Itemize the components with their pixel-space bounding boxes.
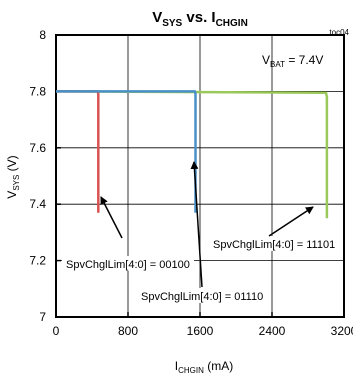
y-axis-label-sub: SYS xyxy=(12,175,21,191)
chart-title-mid-sub: CHGIN xyxy=(216,18,248,29)
chart-title-main-sub: SYS xyxy=(162,18,182,29)
chart-title-main: V xyxy=(152,9,162,26)
x-axis-label-unit: (mA) xyxy=(204,359,233,373)
y-axis-label: VSYS (V) xyxy=(5,155,21,198)
series-line-0 xyxy=(56,90,100,213)
y-tick-label-4: 7.8 xyxy=(29,84,46,98)
y-tick-label-5: 8 xyxy=(39,28,46,42)
y-tick-label-3: 7.6 xyxy=(29,141,46,155)
annotation-bg-red xyxy=(62,256,194,271)
x-tick-label-0: 0 xyxy=(53,324,60,338)
y-tick-label-0: 7 xyxy=(39,310,46,324)
series-line-1 xyxy=(56,90,197,213)
annotation-bg-green xyxy=(211,236,341,251)
annotation-blue: SpvChglLim[4:0] = 01110 xyxy=(141,291,263,303)
x-axis-label-sub: CHGIN xyxy=(178,366,204,375)
annotation-green: SpvChglLim[4:0] = 11101 xyxy=(213,239,335,251)
plot-area: 0 800 1600 2400 3200 7 7.2 7.4 7.6 7.8 8 xyxy=(29,28,353,338)
figure-id: toc04 xyxy=(329,28,349,37)
annotation-bg-blue xyxy=(138,288,268,303)
condition-rest: = 7.4V xyxy=(285,53,323,67)
arrow-red xyxy=(100,196,123,239)
condition-sub: BAT xyxy=(270,60,285,69)
annotation-red: SpvChglLim[4:0] = 00100 xyxy=(66,259,190,271)
y-axis-label-main: V xyxy=(5,191,19,199)
y-tick-label-1: 7.2 xyxy=(29,254,46,268)
x-tick-label-3: 2400 xyxy=(259,324,286,338)
chart-title: VSYS vs. ICHGIN xyxy=(152,9,248,29)
x-axis-label-main: I xyxy=(175,359,178,373)
y-tick-label-2: 7.4 xyxy=(29,197,46,211)
chart-title-mid: vs. I xyxy=(182,9,215,26)
condition-main: V xyxy=(262,53,270,67)
x-tick-label-4: 3200 xyxy=(331,324,353,338)
x-tick-label-1: 800 xyxy=(118,324,138,338)
arrow-blue xyxy=(190,161,203,288)
series-line-2 xyxy=(55,90,329,219)
arrow-green xyxy=(268,206,314,237)
x-tick-label-2: 1600 xyxy=(187,324,214,338)
x-axis-label: ICHGIN (mA) xyxy=(175,359,233,375)
y-axis-label-unit: (V) xyxy=(5,155,19,174)
condition-label: VBAT = 7.4V xyxy=(262,53,323,69)
